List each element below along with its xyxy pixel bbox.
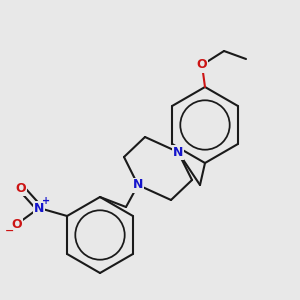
Text: N: N — [173, 146, 183, 158]
Text: O: O — [16, 182, 26, 194]
Text: O: O — [12, 218, 22, 230]
Text: N: N — [34, 202, 44, 214]
Text: −: − — [4, 226, 14, 236]
Text: N: N — [133, 178, 143, 191]
Text: +: + — [42, 196, 50, 206]
Text: O: O — [197, 58, 207, 71]
